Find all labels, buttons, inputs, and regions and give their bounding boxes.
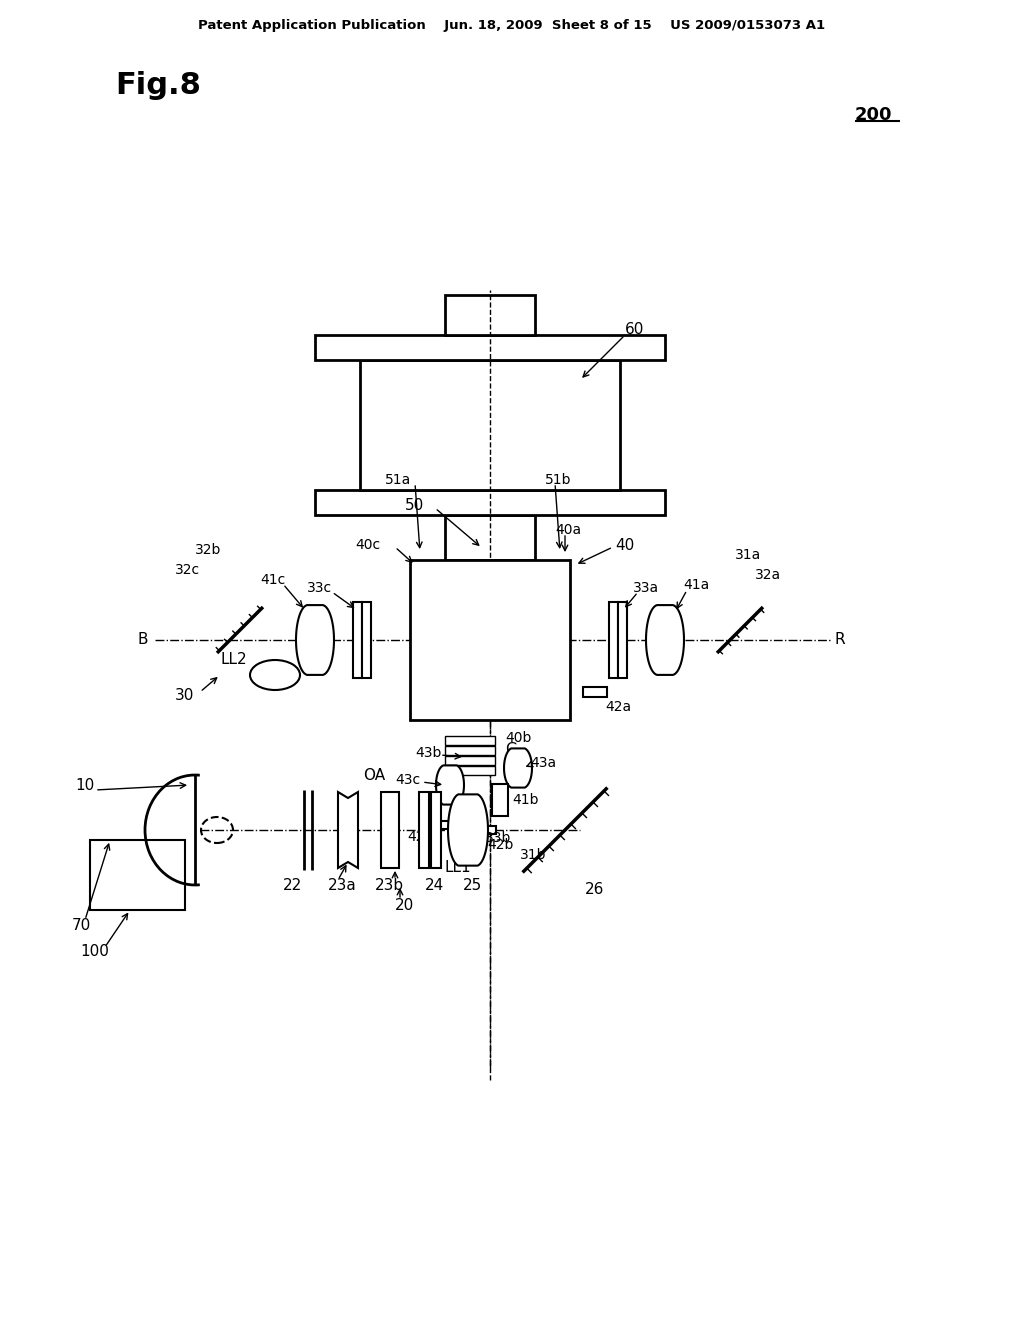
Text: LL2: LL2: [220, 652, 247, 668]
Bar: [431, 821, 459, 829]
Bar: [410, 560, 570, 719]
Text: 43b: 43b: [415, 746, 441, 760]
Text: LL1: LL1: [445, 861, 472, 875]
Text: 30: 30: [175, 688, 195, 702]
Bar: [315, 490, 665, 515]
Bar: [445, 746, 495, 755]
Text: 22: 22: [283, 878, 302, 892]
Bar: [492, 784, 508, 816]
Text: 31b: 31b: [520, 847, 547, 862]
Bar: [381, 792, 399, 869]
Bar: [360, 360, 620, 490]
Bar: [445, 756, 495, 766]
Text: 25: 25: [463, 878, 482, 892]
Bar: [445, 294, 535, 335]
Bar: [315, 335, 665, 360]
Text: 50: 50: [406, 498, 424, 512]
Bar: [445, 515, 535, 560]
Text: 26: 26: [585, 883, 604, 898]
Text: 23a: 23a: [328, 878, 356, 892]
Text: 51a: 51a: [385, 473, 412, 487]
Text: 33c: 33c: [307, 581, 332, 595]
Text: 32b: 32b: [195, 543, 221, 557]
Text: 10: 10: [75, 777, 94, 792]
Text: 70: 70: [72, 917, 91, 932]
Text: 20: 20: [395, 898, 415, 912]
Text: 100: 100: [80, 945, 109, 960]
Bar: [431, 792, 441, 869]
Text: 42b: 42b: [487, 838, 513, 851]
Text: 40a: 40a: [555, 523, 582, 537]
Bar: [419, 792, 429, 869]
Text: G: G: [505, 742, 517, 758]
Bar: [90, 840, 185, 909]
Bar: [583, 686, 607, 697]
Polygon shape: [449, 795, 488, 866]
Bar: [609, 602, 618, 678]
Text: 200: 200: [855, 106, 893, 124]
Bar: [618, 602, 627, 678]
Polygon shape: [504, 748, 532, 788]
Text: Patent Application Publication    Jun. 18, 2009  Sheet 8 of 15    US 2009/015307: Patent Application Publication Jun. 18, …: [199, 18, 825, 32]
Text: 41b: 41b: [512, 793, 539, 807]
Polygon shape: [338, 792, 358, 869]
Polygon shape: [296, 605, 334, 675]
Text: 33b: 33b: [485, 832, 511, 845]
Text: 43c: 43c: [395, 774, 420, 787]
Bar: [362, 602, 371, 678]
Text: 33a: 33a: [633, 581, 659, 595]
Text: 32c: 32c: [175, 564, 200, 577]
Text: 42c: 42c: [407, 830, 432, 843]
Text: 24: 24: [425, 878, 444, 892]
Text: 40b: 40b: [505, 731, 531, 744]
Text: 41a: 41a: [683, 578, 710, 591]
Polygon shape: [436, 766, 464, 805]
Text: 51b: 51b: [545, 473, 571, 487]
Bar: [445, 737, 495, 744]
Text: B: B: [137, 632, 148, 648]
Text: 32a: 32a: [755, 568, 781, 582]
Text: Fig.8: Fig.8: [115, 70, 201, 99]
Text: 40c: 40c: [355, 539, 380, 552]
Text: 42a: 42a: [605, 700, 631, 714]
Text: OA: OA: [362, 767, 385, 783]
Polygon shape: [646, 605, 684, 675]
Text: 60: 60: [625, 322, 644, 338]
Bar: [353, 602, 362, 678]
Ellipse shape: [250, 660, 300, 690]
Bar: [468, 826, 496, 834]
Text: 43a: 43a: [530, 756, 556, 770]
Text: 41c: 41c: [260, 573, 286, 587]
Text: 31a: 31a: [735, 548, 761, 562]
Text: 23b: 23b: [375, 878, 404, 892]
Bar: [445, 766, 495, 775]
Text: 40: 40: [615, 537, 634, 553]
Text: R: R: [835, 632, 846, 648]
